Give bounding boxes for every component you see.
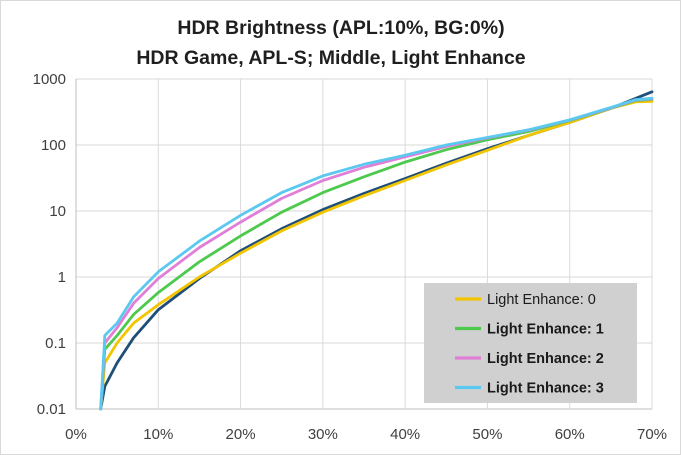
chart-title-line-1: HDR Brightness (APL:10%, BG:0%) [177,17,504,39]
x-tick-label: 30% [308,426,338,443]
x-tick-label: 0% [65,426,87,443]
axis-labels-layer: 0.01 0.1 1 10 100 1000 0% 10% 20% 30% 40% 50% 60% 70% [33,71,667,443]
x-tick-label: 40% [390,426,420,443]
legend: Light Enhance: 0 Light Enhance: 1 Light En… [424,283,637,403]
y-tick-label: 10 [49,203,66,220]
series-line-1 [99,99,654,411]
y-tick-label: 0.01 [37,401,66,418]
x-tick-label: 60% [555,426,585,443]
y-tick-label: 100 [41,137,66,154]
x-tick-label: 50% [472,426,502,443]
legend-label: Light Enhance: 3 [487,381,604,397]
y-tick-label: 1000 [33,71,66,88]
y-tick-label: 0.1 [45,335,66,352]
chart-title-line-2: HDR Game, APL-S; Middle, Light Enhance [136,47,525,69]
legend-label: Light Enhance: 2 [487,351,604,367]
x-tick-label: 70% [637,426,667,443]
legend-box [424,283,637,403]
y-tick-label: 1 [58,269,66,286]
legend-label: Light Enhance: 0 [487,292,596,308]
series-layer [99,90,654,411]
legend-label: Light Enhance: 1 [487,322,604,338]
x-tick-label: 20% [226,426,256,443]
x-tick-label: 10% [143,426,173,443]
series-line-4 [99,96,654,411]
